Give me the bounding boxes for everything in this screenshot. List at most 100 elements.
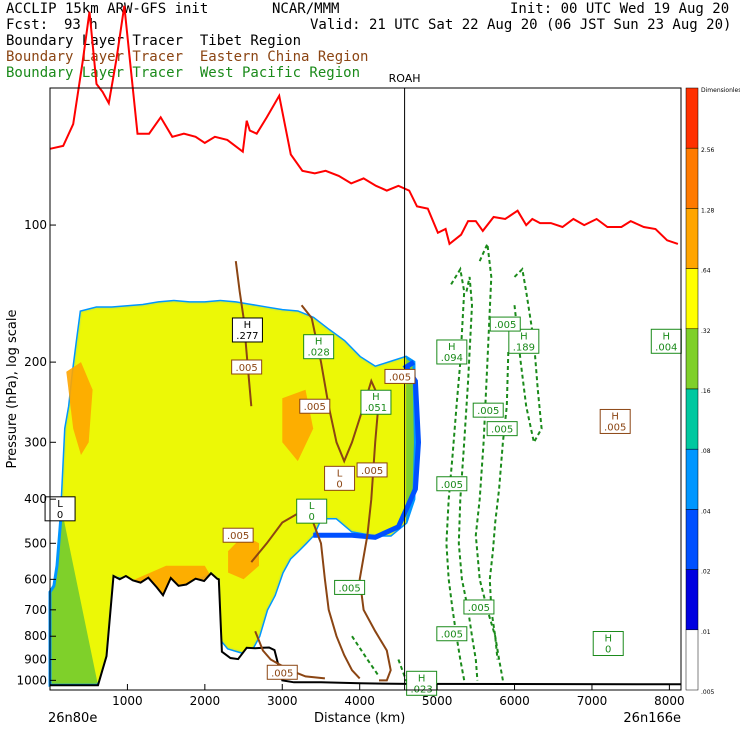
contour-label-box [489, 316, 521, 332]
x-tick-label: 3000 [267, 694, 298, 708]
y-tick-label: 700 [24, 603, 47, 617]
contour-label-box [266, 664, 298, 680]
contour-label-type: H [244, 320, 252, 331]
contour-label-20: .005 [463, 599, 495, 615]
contour-label-box [296, 498, 328, 524]
contour-label-value: .005 [389, 372, 411, 383]
x-axis-label: Distance (km) [314, 711, 405, 726]
contour-label-value: .005 [304, 402, 326, 413]
contour-label-box [222, 527, 254, 543]
contour-label-19: .005 [334, 579, 366, 595]
contour-label-box [599, 408, 631, 434]
contour-label-3: .005 [299, 398, 331, 414]
contour-label-type: L [309, 501, 315, 512]
contour-label-18: .005 [436, 476, 468, 492]
contour-label-value: .004 [655, 342, 677, 353]
contour-label-value: .005 [236, 363, 258, 374]
west-pacific-contour-1 [457, 276, 479, 681]
contour-label-type: H [372, 392, 380, 403]
colorbar-segment [685, 569, 699, 631]
contour-label-value: .005 [491, 425, 513, 436]
contour-label-type: H [520, 331, 528, 342]
y-tick-label: 200 [24, 355, 47, 369]
valid-time: Valid: 21 UTC Sat 22 Aug 20 (06 JST Sun … [310, 17, 732, 33]
contour-label-type: L [337, 468, 343, 479]
contour-label-box [508, 328, 540, 354]
colorbar-level-label: .32 [701, 328, 711, 335]
contour-label-5: .005 [384, 368, 416, 384]
org-label: NCAR/MMM [272, 1, 340, 17]
colorbar-segment [685, 268, 699, 330]
contour-label-value: .189 [513, 342, 535, 353]
contour-label-box [436, 476, 468, 492]
contour-label-value: 0 [605, 645, 611, 656]
contour-label-0: H.277 [231, 317, 263, 343]
contour-label-type: H [604, 634, 612, 645]
contour-label-9: .005 [222, 527, 254, 543]
contour-label-value: .005 [271, 668, 293, 679]
contour-label-value: .094 [441, 353, 463, 364]
y-tick-label: 1000 [16, 673, 47, 687]
y-tick-label: 300 [24, 435, 47, 449]
tropopause-line [49, 5, 679, 246]
contour-label-value: .005 [361, 466, 383, 477]
contour-label-box [384, 368, 416, 384]
fcst-value: 93 h [64, 17, 98, 33]
tracer-curtain-yellow [61, 301, 407, 686]
contour-label-box [436, 339, 468, 365]
contour-label-1: .005 [231, 359, 263, 375]
tracer-orange-patch-0 [66, 362, 93, 455]
contour-label-11: H.094 [436, 339, 468, 365]
contour-label-value: .005 [338, 583, 360, 594]
contour-label-type: L [57, 499, 63, 510]
colorbar-segment [685, 448, 699, 510]
colorbar-level-label: .08 [701, 448, 711, 455]
colorbar-segment [685, 328, 699, 390]
contour-label-value: .005 [441, 630, 463, 641]
fcst-label: Fcst: [6, 17, 49, 33]
tracer-line-west-pacific: Boundary Layer Tracer West Pacific Regio… [6, 65, 361, 81]
contour-label-value: .005 [468, 603, 490, 614]
colorbar-level-label: .16 [701, 388, 711, 395]
contour-label-box [303, 334, 335, 360]
contour-label-21: .005 [436, 626, 468, 642]
x-start-label: 26n80e [48, 711, 97, 726]
colorbar-segment [685, 208, 699, 269]
contour-label-2: H.028 [303, 334, 335, 360]
colorbar-segment [685, 147, 699, 209]
west-pacific-contour-5 [397, 659, 422, 686]
x-tick-label: 4000 [344, 694, 375, 708]
tracer-line-east-china: Boundary Layer Tracer Eastern China Regi… [6, 49, 369, 65]
contour-label-box [356, 462, 388, 478]
contour-label-14: .005 [472, 402, 504, 418]
colorbar-level-label: .04 [701, 508, 711, 515]
contour-label-22: H0 [592, 631, 624, 657]
contour-label-box [592, 631, 624, 657]
y-tick-label: 900 [24, 653, 47, 667]
colorbar-level-label: .005 [701, 689, 715, 696]
contour-label-box [299, 398, 331, 414]
contour-label-value: .005 [441, 480, 463, 491]
contour-label-7: L0 [324, 465, 356, 491]
x-tick-label: 6000 [499, 694, 530, 708]
contour-label-value: .028 [308, 348, 330, 359]
contour-label-6: .005 [356, 462, 388, 478]
contour-label-value: .005 [477, 406, 499, 417]
contour-label-box [650, 328, 682, 354]
colorbar-level-label: 1.28 [701, 207, 715, 214]
contour-label-box [324, 465, 356, 491]
y-axis-label: Pressure (hPa), log scale [5, 310, 20, 469]
contour-label-12: H.189 [508, 328, 540, 354]
east-china-contour-3 [254, 630, 326, 680]
contour-label-16: H.005 [599, 408, 631, 434]
colorbar-level-label: .64 [701, 268, 711, 275]
west-pacific-contour-2 [474, 240, 504, 681]
contour-label-23: .005 [266, 664, 298, 680]
west-pacific-contour-6 [351, 635, 380, 677]
x-tick-label: 7000 [577, 694, 608, 708]
contour-label-box [406, 670, 438, 696]
contour-label-13: .005 [489, 316, 521, 332]
x-tick-label: 2000 [190, 694, 221, 708]
contour-label-value: .005 [494, 320, 516, 331]
